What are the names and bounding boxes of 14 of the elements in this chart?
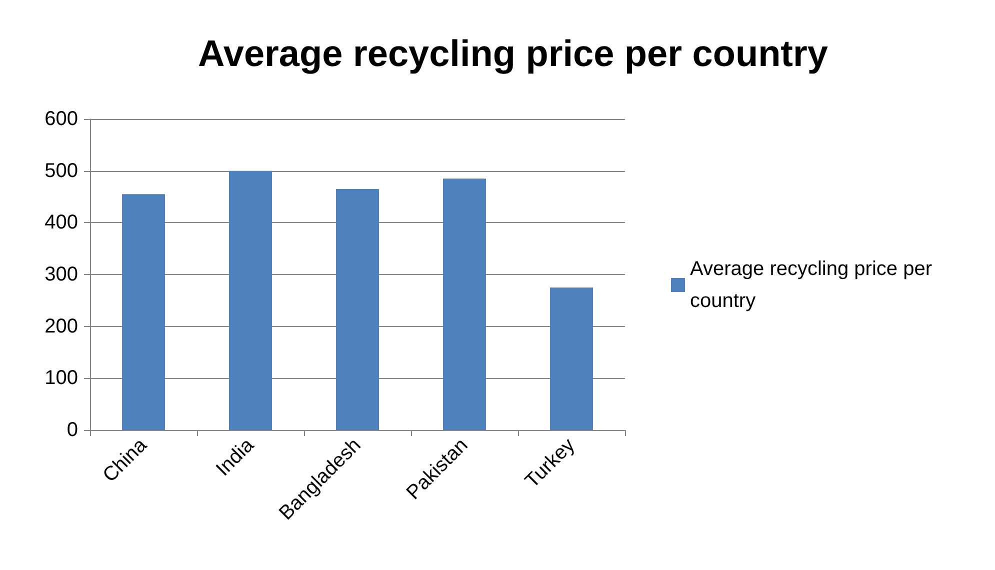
y-tick-label: 0 xyxy=(66,419,78,441)
bar xyxy=(443,178,486,430)
legend-label: Average recycling price per country xyxy=(690,258,938,312)
y-tick-label: 600 xyxy=(44,108,78,130)
y-tick-label: 300 xyxy=(44,264,78,286)
y-tick-label: 500 xyxy=(44,160,78,182)
y-tick-label: 100 xyxy=(44,367,78,390)
chart-title: Average recycling price per country xyxy=(198,33,828,74)
bar xyxy=(229,170,272,430)
y-tick-label: 200 xyxy=(44,315,78,338)
bar xyxy=(336,188,379,430)
y-tick-label: 400 xyxy=(44,212,78,234)
bar xyxy=(122,194,165,430)
bar xyxy=(550,287,593,430)
